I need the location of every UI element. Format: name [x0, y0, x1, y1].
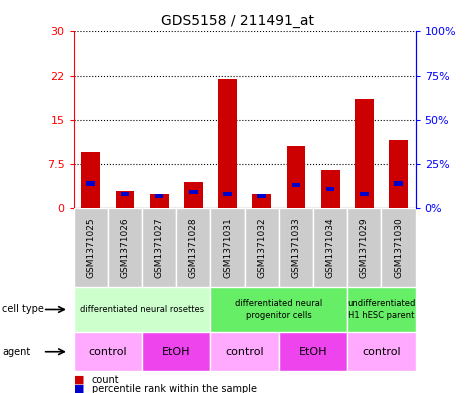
Bar: [347, 208, 381, 287]
Text: cell type: cell type: [2, 305, 44, 314]
Text: GSM1371032: GSM1371032: [257, 217, 266, 278]
Text: GSM1371031: GSM1371031: [223, 217, 232, 278]
Text: GSM1371029: GSM1371029: [360, 217, 369, 278]
Bar: [189, 190, 198, 195]
Bar: [223, 192, 232, 196]
Bar: [394, 182, 403, 185]
Bar: [279, 208, 313, 287]
Bar: [210, 287, 347, 332]
Bar: [245, 208, 279, 287]
Text: GSM1371033: GSM1371033: [292, 217, 300, 278]
Bar: [108, 208, 142, 287]
Bar: [74, 287, 210, 332]
Text: undifferentiated
H1 hESC parent: undifferentiated H1 hESC parent: [347, 299, 416, 320]
Bar: [121, 192, 129, 196]
Bar: [381, 208, 416, 287]
Bar: [176, 208, 210, 287]
Bar: [218, 79, 237, 208]
Bar: [360, 192, 369, 196]
Text: percentile rank within the sample: percentile rank within the sample: [92, 384, 256, 393]
Bar: [355, 99, 374, 208]
Text: EtOH: EtOH: [162, 347, 190, 357]
Bar: [326, 187, 334, 191]
Bar: [313, 208, 347, 287]
Bar: [155, 194, 163, 198]
Text: GSM1371034: GSM1371034: [326, 217, 334, 278]
Text: GSM1371030: GSM1371030: [394, 217, 403, 278]
Text: agent: agent: [2, 347, 30, 357]
Bar: [347, 332, 416, 371]
Bar: [279, 332, 347, 371]
Text: differentiated neural rosettes: differentiated neural rosettes: [80, 305, 204, 314]
Text: control: control: [225, 347, 264, 357]
Text: GSM1371026: GSM1371026: [121, 217, 129, 278]
Text: control: control: [88, 347, 127, 357]
Bar: [210, 332, 279, 371]
Text: GSM1371025: GSM1371025: [86, 217, 95, 278]
Text: count: count: [92, 375, 119, 385]
Bar: [210, 208, 245, 287]
Bar: [389, 140, 408, 208]
Bar: [184, 182, 203, 208]
Text: ■: ■: [74, 375, 84, 385]
Text: differentiated neural
progenitor cells: differentiated neural progenitor cells: [235, 299, 323, 320]
Text: control: control: [362, 347, 401, 357]
Text: GSM1371027: GSM1371027: [155, 217, 163, 278]
Bar: [321, 170, 340, 208]
Bar: [115, 191, 134, 208]
Bar: [347, 287, 416, 332]
Text: EtOH: EtOH: [299, 347, 327, 357]
Bar: [74, 332, 142, 371]
Bar: [142, 332, 210, 371]
Bar: [257, 194, 266, 198]
Bar: [292, 183, 300, 187]
Bar: [81, 152, 100, 208]
Bar: [142, 208, 176, 287]
Text: GSM1371028: GSM1371028: [189, 217, 198, 278]
Bar: [252, 193, 271, 208]
Bar: [286, 146, 305, 208]
Text: GDS5158 / 211491_at: GDS5158 / 211491_at: [161, 14, 314, 28]
Text: ■: ■: [74, 384, 84, 393]
Bar: [86, 182, 95, 185]
Bar: [150, 193, 169, 208]
Bar: [74, 208, 108, 287]
